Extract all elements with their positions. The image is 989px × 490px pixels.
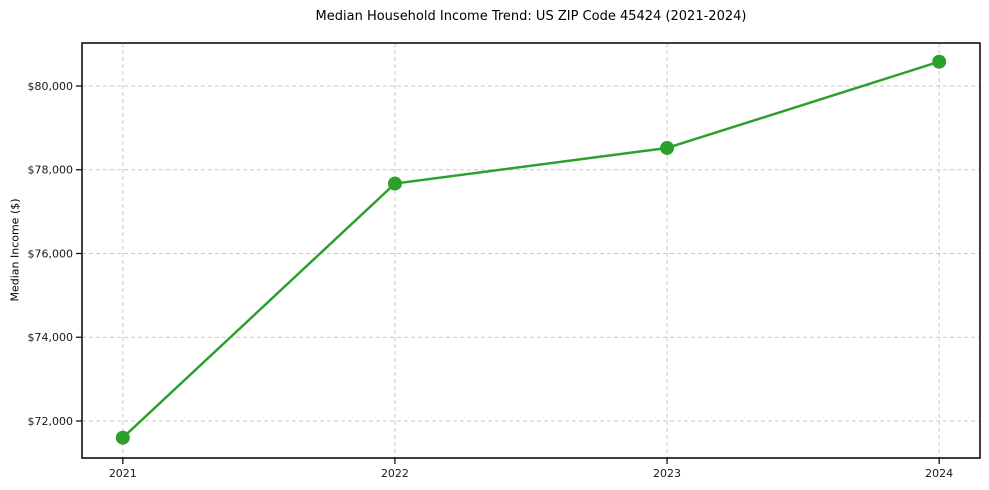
y-tick-label: $80,000 (28, 80, 74, 93)
trend-line (121, 60, 941, 439)
y-tick-label: $72,000 (28, 415, 74, 428)
data-point-2021 (115, 430, 130, 445)
data-point-2022 (387, 176, 402, 191)
y-tick-label: $74,000 (28, 331, 74, 344)
data-point-2023 (660, 140, 675, 155)
chart-title: Median Household Income Trend: US ZIP Co… (315, 9, 747, 24)
x-tick-label: 2023 (653, 467, 681, 480)
plot-border (81, 42, 981, 459)
data-point-2024 (932, 54, 947, 69)
y-tick-label: $76,000 (28, 247, 74, 260)
x-tick-label: 2024 (925, 467, 953, 480)
y-tick-label: $78,000 (28, 164, 74, 177)
x-tick-label: 2022 (381, 467, 409, 480)
x-tick-label: 2021 (109, 467, 137, 480)
